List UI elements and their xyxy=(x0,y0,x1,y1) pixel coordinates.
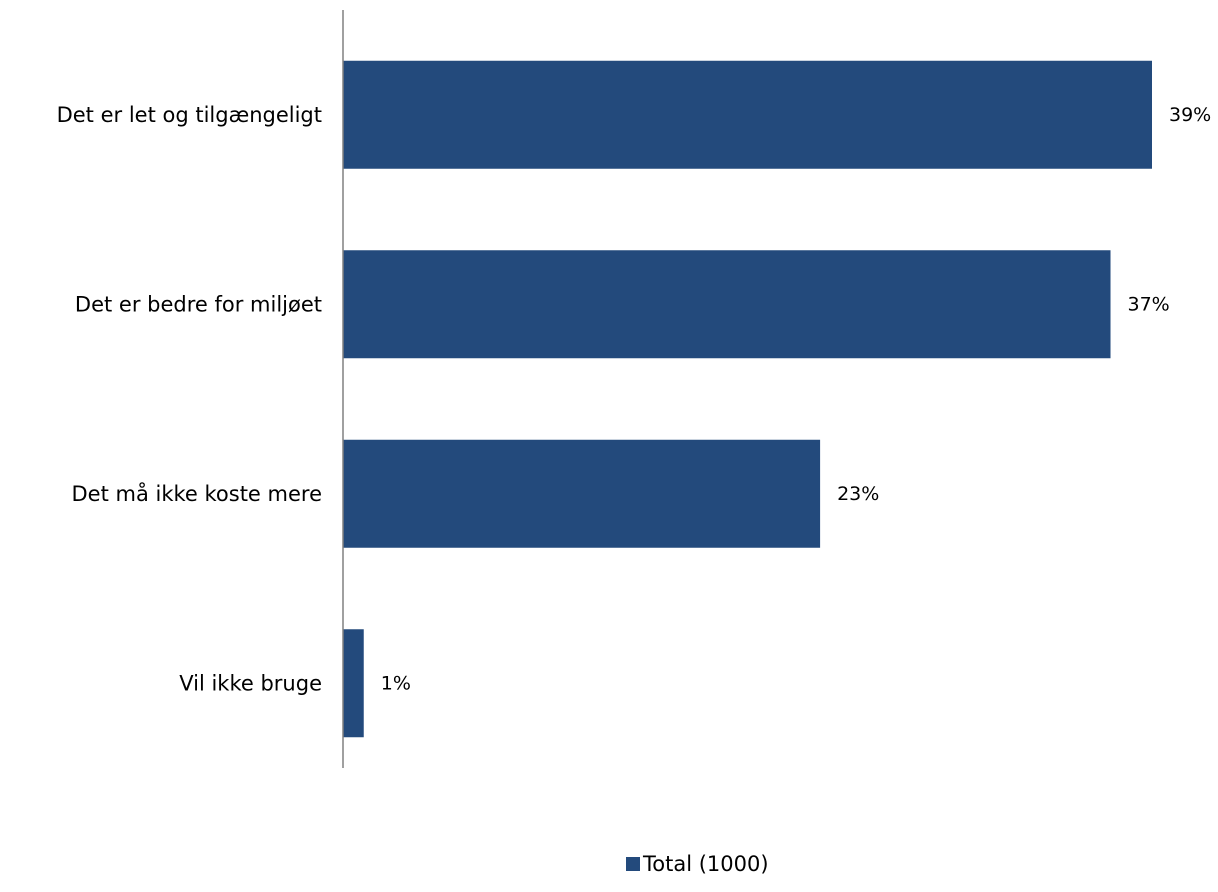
legend: Total (1000) xyxy=(626,852,769,876)
value-label: 1% xyxy=(381,672,411,694)
category-label: Det er let og tilgængeligt xyxy=(57,103,322,127)
value-label: 39% xyxy=(1169,104,1211,126)
value-label: 37% xyxy=(1128,293,1170,315)
category-label: Vil ikke bruge xyxy=(179,671,322,695)
category-label: Det er bedre for miljøet xyxy=(75,292,322,316)
bar xyxy=(343,439,821,548)
legend-swatch xyxy=(626,857,640,871)
bars-group xyxy=(343,60,1152,738)
bar xyxy=(343,250,1111,359)
category-label: Det må ikke koste mere xyxy=(71,481,322,506)
legend-label: Total (1000) xyxy=(643,852,769,876)
category-labels: Det er let og tilgængeligt Det er bedre f… xyxy=(57,103,322,696)
value-label: 23% xyxy=(837,483,879,505)
bar xyxy=(343,629,364,738)
bar xyxy=(343,60,1152,169)
value-labels: 39% 37% 23% 1% xyxy=(381,104,1211,695)
